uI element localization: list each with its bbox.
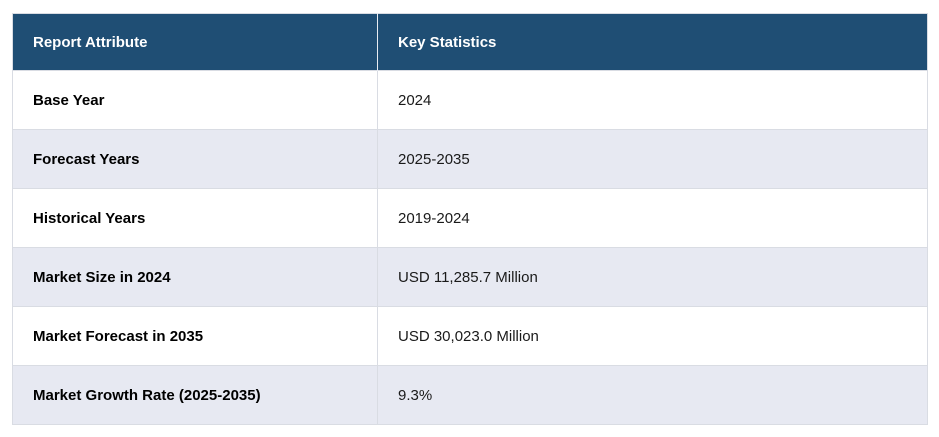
table-row-historical-years: Historical Years 2019-2024 <box>12 188 928 248</box>
table-header-row: Report Attribute Key Statistics <box>12 13 928 71</box>
attribute-cell: Base Year <box>12 70 378 130</box>
attribute-cell: Historical Years <box>12 188 378 248</box>
value-cell: USD 30,023.0 Million <box>377 306 928 366</box>
table-row-base-year: Base Year 2024 <box>12 70 928 130</box>
attribute-cell: Forecast Years <box>12 129 378 189</box>
value-cell: 2019-2024 <box>377 188 928 248</box>
attribute-cell: Market Size in 2024 <box>12 247 378 307</box>
header-cell-key-statistics: Key Statistics <box>377 13 928 71</box>
value-cell: 2025-2035 <box>377 129 928 189</box>
table-row-market-size: Market Size in 2024 USD 11,285.7 Million <box>12 247 928 307</box>
attribute-cell: Market Forecast in 2035 <box>12 306 378 366</box>
value-cell: 2024 <box>377 70 928 130</box>
value-cell: 9.3% <box>377 365 928 425</box>
table-row-growth-rate: Market Growth Rate (2025-2035) 9.3% <box>12 365 928 425</box>
table-row-forecast-years: Forecast Years 2025-2035 <box>12 129 928 189</box>
header-cell-report-attribute: Report Attribute <box>12 13 378 71</box>
attribute-cell: Market Growth Rate (2025-2035) <box>12 365 378 425</box>
value-cell: USD 11,285.7 Million <box>377 247 928 307</box>
table-row-market-forecast: Market Forecast in 2035 USD 30,023.0 Mil… <box>12 306 928 366</box>
report-statistics-table: Report Attribute Key Statistics Base Yea… <box>12 13 928 425</box>
